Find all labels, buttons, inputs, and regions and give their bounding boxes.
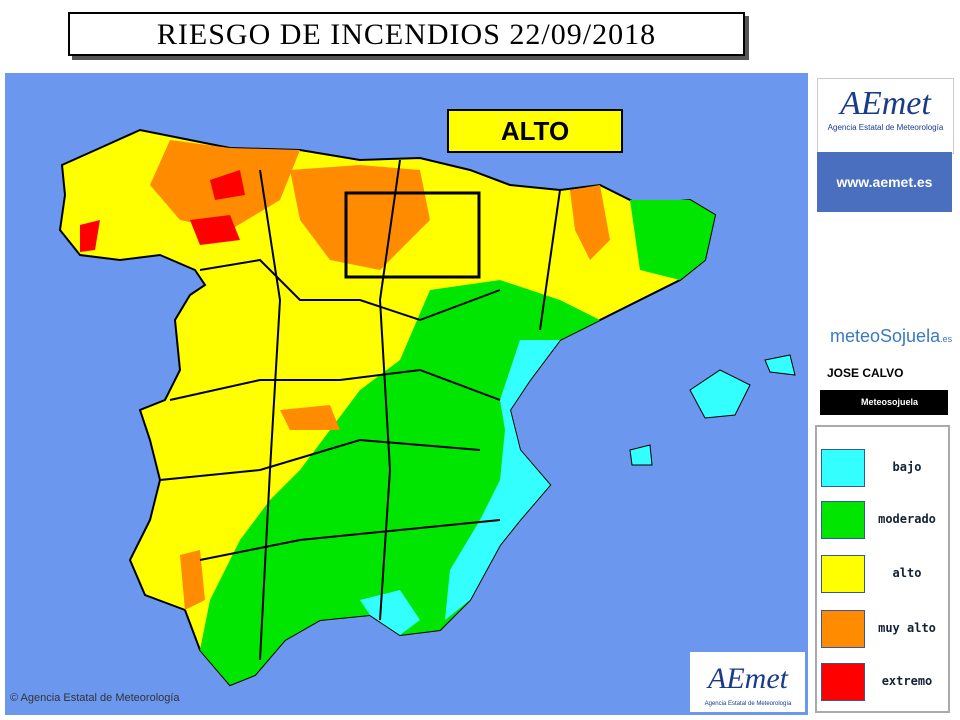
legend-swatch [821,501,865,539]
legend-label: moderado [878,512,936,526]
copyright: © Agencia Estatal de Meteorología [10,692,180,704]
map: ALTO AEmet Agencia Estatal de Meteorolog… [5,73,808,715]
legend-label: bajo [892,460,922,474]
legend-label: muy alto [878,621,936,635]
brand: meteoSojuela.es [830,326,952,347]
risk-label: ALTO [501,116,569,146]
legend-swatch [821,663,865,701]
brand-name: meteoSojuela [830,326,941,346]
legend: bajo moderado alto muy alto extremo [815,425,950,713]
logo: AEmet Agencia Estatal de Meteorología [817,78,954,154]
logo-subtitle: Agencia Estatal de Meteorología [827,123,944,132]
legend-swatch [821,555,865,593]
legend-swatch [821,449,865,487]
brand-domain: .es [940,334,953,344]
legend-label: alto [892,566,922,580]
website[interactable]: www.aemet.es [817,152,952,212]
logo-name: AEmet [706,662,789,695]
legend-label: extremo [881,674,933,688]
title: RIESGO DE INCENDIOS 22/09/2018 [68,12,745,56]
logo-name: AEmet [840,85,931,122]
logo-subtitle: Agencia Estatal de Meteorología [705,701,792,707]
legend-swatch [821,610,865,648]
social-bar[interactable]: Meteosojuela [820,390,948,415]
author: JOSE CALVO [827,366,904,380]
